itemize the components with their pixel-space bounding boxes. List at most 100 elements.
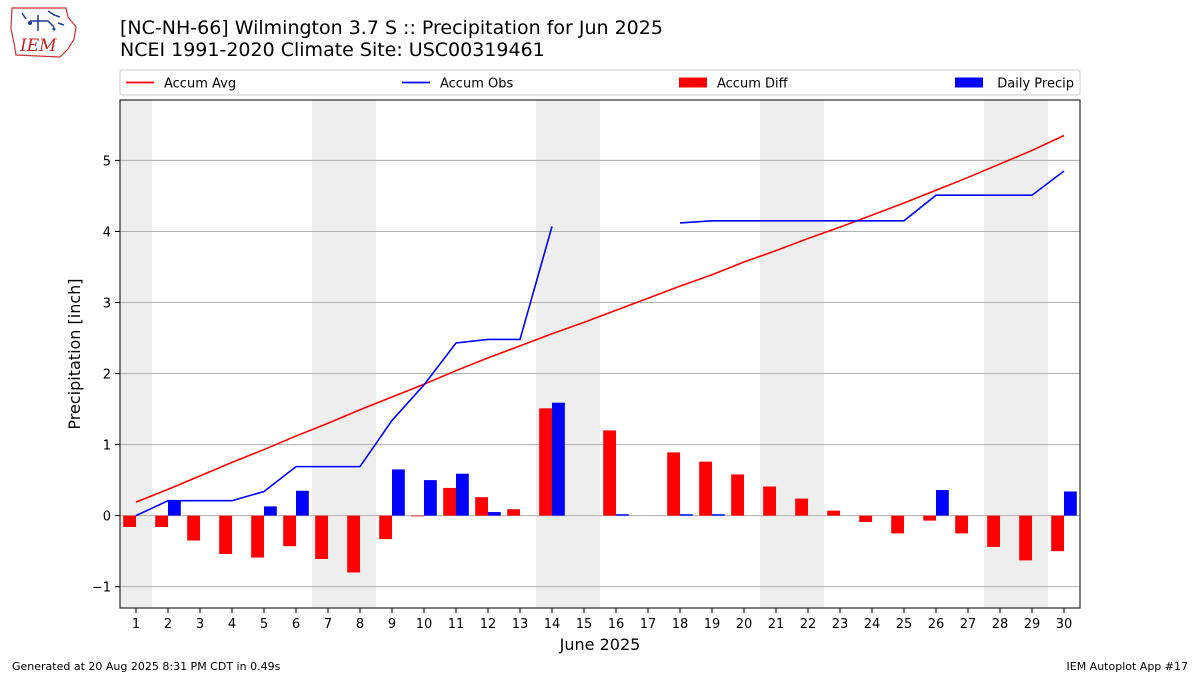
accum-diff-bar xyxy=(923,515,936,521)
y-tick-label: 2 xyxy=(103,368,111,383)
daily-precip-bar xyxy=(392,469,405,516)
weekend-band xyxy=(760,100,824,608)
y-axis-label: Precipitation [inch] xyxy=(65,278,84,429)
iem-logo: IEM xyxy=(10,7,77,58)
accum-diff-bar xyxy=(891,515,904,534)
app-credit: IEM Autoplot App #17 xyxy=(1066,660,1189,673)
accum-diff-bar xyxy=(667,452,680,516)
chart-title: [NC-NH-66] Wilmington 3.7 S :: Precipita… xyxy=(120,17,663,39)
accum-diff-bar xyxy=(827,510,840,516)
x-tick-label: 27 xyxy=(960,617,977,632)
y-tick-label: −1 xyxy=(92,581,111,596)
accum-diff-bar xyxy=(1019,515,1032,561)
x-tick-label: 22 xyxy=(800,617,817,632)
x-tick-label: 19 xyxy=(704,617,721,632)
accum-diff-bar xyxy=(955,515,968,534)
accum-diff-bar xyxy=(123,515,136,528)
x-tick-label: 8 xyxy=(356,617,364,632)
y-tick-label: 3 xyxy=(103,296,111,311)
accum-diff-bar xyxy=(283,515,296,547)
x-tick-label: 25 xyxy=(896,617,913,632)
accum-diff-bar xyxy=(539,408,552,516)
weekend-band xyxy=(120,100,152,608)
legend-label-accum-obs: Accum Obs xyxy=(440,77,513,92)
daily-precip-bar xyxy=(712,514,725,516)
x-tick-label: 4 xyxy=(228,617,236,632)
x-tick-label: 13 xyxy=(512,617,529,632)
daily-precip-bar xyxy=(264,506,277,516)
daily-precip-bars xyxy=(168,402,1077,516)
x-tick-label: 1 xyxy=(132,617,140,632)
x-tick-label: 9 xyxy=(388,617,396,632)
x-tick-label: 28 xyxy=(992,617,1009,632)
x-tick-label: 2 xyxy=(164,617,172,632)
x-tick-label: 20 xyxy=(736,617,753,632)
accum-diff-bar xyxy=(315,515,328,559)
daily-precip-bar xyxy=(168,500,181,516)
accum-diff-bar xyxy=(411,515,424,517)
x-tick-label: 17 xyxy=(640,617,657,632)
x-tick-label: 10 xyxy=(416,617,433,632)
x-tick-label: 24 xyxy=(864,617,881,632)
y-tick-label: 1 xyxy=(103,439,111,454)
x-tick-label: 12 xyxy=(480,617,497,632)
x-tick-label: 18 xyxy=(672,617,689,632)
x-tick-label: 11 xyxy=(448,617,465,632)
daily-precip-bar xyxy=(488,512,501,516)
accum-diff-bar xyxy=(507,509,520,516)
x-tick-label: 21 xyxy=(768,617,785,632)
y-tick-label: 0 xyxy=(103,510,111,525)
y-tick-label: 4 xyxy=(103,225,111,240)
x-axis-ticks: 1 2 3 4 5 6 7 8 9 10 11 12 13 14 15 16 17 18 19 20 21 22 23 24 2… xyxy=(132,608,1072,632)
x-tick-label: 5 xyxy=(260,617,268,632)
generated-timestamp: Generated at 20 Aug 2025 8:31 PM CDT in … xyxy=(12,660,281,673)
x-tick-label: 14 xyxy=(544,617,561,632)
daily-precip-bar xyxy=(296,490,309,516)
accum-diff-bar xyxy=(475,497,488,516)
x-axis-label: June 2025 xyxy=(559,635,641,654)
legend: Accum Avg Accum Obs Accum Diff Daily Precip xyxy=(119,69,1081,96)
accum-diff-bar xyxy=(603,430,616,516)
y-axis-ticks: −1 0 1 2 3 4 5 xyxy=(92,154,120,596)
daily-precip-bar xyxy=(456,473,469,516)
daily-precip-bar xyxy=(936,490,949,516)
legend-label-accum-avg: Accum Avg xyxy=(164,77,236,92)
accum-obs-line xyxy=(135,226,553,517)
accum-diff-bar xyxy=(731,474,744,516)
daily-precip-bar xyxy=(616,514,629,516)
accum-diff-bar xyxy=(443,487,456,516)
accum-diff-bar xyxy=(347,515,360,573)
gridlines xyxy=(120,159,1080,588)
y-tick-label: 5 xyxy=(103,154,111,169)
x-tick-label: 29 xyxy=(1024,617,1041,632)
accum-diff-bar xyxy=(763,486,776,516)
x-tick-label: 23 xyxy=(832,617,849,632)
legend-swatch-accum-diff xyxy=(679,77,707,88)
x-tick-label: 26 xyxy=(928,617,945,632)
x-tick-label: 6 xyxy=(292,617,300,632)
accum-diff-bar xyxy=(699,461,712,516)
x-tick-label: 3 xyxy=(196,617,204,632)
accum-diff-bar xyxy=(379,515,392,540)
legend-label-daily-precip: Daily Precip xyxy=(997,77,1074,92)
accum-obs-line xyxy=(679,170,1065,224)
accum-diff-bars xyxy=(123,408,1064,573)
daily-precip-bar xyxy=(552,402,565,516)
x-tick-label: 30 xyxy=(1056,617,1073,632)
daily-precip-bar xyxy=(424,480,437,516)
accum-diff-bar xyxy=(251,515,264,558)
plot-frame xyxy=(119,99,1081,609)
accum-avg-line xyxy=(135,134,1065,503)
daily-precip-bar xyxy=(680,514,693,516)
legend-box xyxy=(119,69,1081,96)
accum-diff-bar xyxy=(219,515,232,555)
legend-label-accum-diff: Accum Diff xyxy=(717,77,789,92)
daily-precip-bar xyxy=(1064,491,1077,516)
chart-subtitle: NCEI 1991-2020 Climate Site: USC00319461 xyxy=(120,39,545,61)
x-tick-label: 7 xyxy=(324,617,332,632)
accum-diff-bar xyxy=(987,515,1000,547)
x-tick-label: 16 xyxy=(608,617,625,632)
accum-diff-bar xyxy=(859,515,872,523)
svg-text:IEM: IEM xyxy=(19,36,57,56)
